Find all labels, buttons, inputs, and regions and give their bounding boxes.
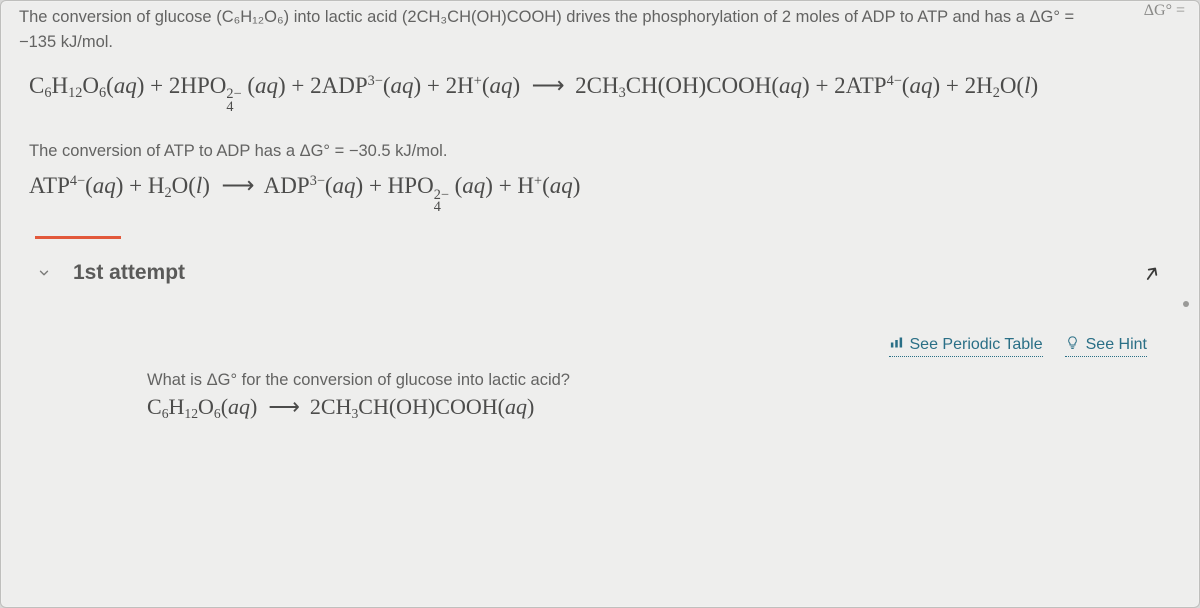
intro-line2: −135 kJ/mol. [19, 33, 113, 51]
attempt-title: 1st attempt [73, 261, 185, 285]
lightbulb-icon [1065, 335, 1080, 355]
periodic-table-link[interactable]: See Periodic Table [889, 335, 1043, 357]
chevron-down-icon[interactable] [37, 266, 51, 280]
attempt-header[interactable]: 1st attempt [29, 239, 1171, 293]
equation-1: C6H12O6(aq) + 2HPO2−4 (aq) + 2ADP3−(aq) … [1, 55, 1199, 132]
equation-2: ATP4−(aq) + H2O(l) ⟶ ADP3−(aq) + HPO2−4 … [1, 167, 1199, 232]
question-block: What is ΔG° for the conversion of glucos… [29, 357, 1171, 422]
decorative-dot [1183, 301, 1189, 307]
intro-text: The conversion of glucose (C₆H₁₂O₆) into… [1, 1, 1199, 55]
bar-chart-icon [889, 335, 904, 355]
help-links: See Periodic Table See Hint [29, 293, 1171, 357]
send-arrow-icon[interactable] [1141, 262, 1163, 284]
attempt-area: 1st attempt See Periodic Table See Hint … [29, 236, 1171, 422]
section2-text: The conversion of ATP to ADP has a ΔG° =… [1, 132, 1199, 167]
question-prompt: What is ΔG° for the conversion of glucos… [147, 371, 1171, 390]
question-equation: C6H12O6(aq) ⟶ 2CH3CH(OH)COOH(aq) [147, 390, 1171, 422]
top-right-fragment: ΔG° = [1144, 2, 1185, 20]
periodic-table-label: See Periodic Table [910, 336, 1043, 354]
intro-line1: The conversion of glucose (C₆H₁₂O₆) into… [19, 8, 1074, 26]
problem-panel: ΔG° = The conversion of glucose (C₆H₁₂O₆… [0, 0, 1200, 608]
see-hint-link[interactable]: See Hint [1065, 335, 1147, 357]
see-hint-label: See Hint [1086, 336, 1147, 354]
